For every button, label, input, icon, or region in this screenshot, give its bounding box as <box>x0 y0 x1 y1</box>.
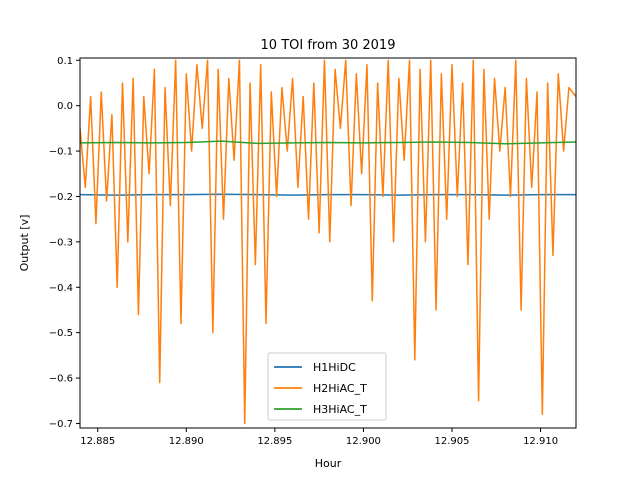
series-line-h2hiac-t <box>80 59 576 425</box>
series-layer <box>80 59 576 425</box>
legend-label: H2HiAC_T <box>313 382 367 395</box>
y-tick-label: −0.6 <box>49 374 73 385</box>
y-axis-label: Output [v] <box>18 215 31 272</box>
x-tick-label: 12.905 <box>435 436 470 447</box>
y-tick-label: −0.2 <box>49 192 73 203</box>
y-tick-label: −0.7 <box>49 419 73 430</box>
series-line-h3hiac-t <box>80 140 576 145</box>
x-tick-label: 12.895 <box>257 436 292 447</box>
x-tick-label: 12.900 <box>346 436 381 447</box>
legend-label: H1HiDC <box>313 361 356 374</box>
y-tick-label: 0.1 <box>57 56 73 67</box>
x-tick-label: 12.910 <box>523 436 558 447</box>
legend-label: H3HiAC_T <box>313 403 367 416</box>
y-axis: 0.1 0.0 −0.1 −0.2 −0.3 −0.4 −0.5 −0.6 −0.7 <box>49 56 80 430</box>
y-tick-label: 0.0 <box>57 101 73 112</box>
x-tick-label: 12.885 <box>80 436 115 447</box>
legend-box <box>267 352 387 421</box>
chart-title: 10 TOI from 30 2019 <box>261 38 396 53</box>
y-tick-label: −0.5 <box>49 328 73 339</box>
y-tick-label: −0.4 <box>49 283 73 294</box>
plot-frame <box>79 57 577 429</box>
x-tick-label: 12.890 <box>169 436 204 447</box>
x-axis: 12.885 12.890 12.895 12.900 12.905 12.910 <box>80 428 558 447</box>
x-axis-label: Hour <box>315 457 342 470</box>
legend: H1HiDC H2HiAC_T H3HiAC_T <box>267 352 387 421</box>
y-tick-label: −0.3 <box>49 237 73 248</box>
y-tick-label: −0.1 <box>49 147 73 158</box>
